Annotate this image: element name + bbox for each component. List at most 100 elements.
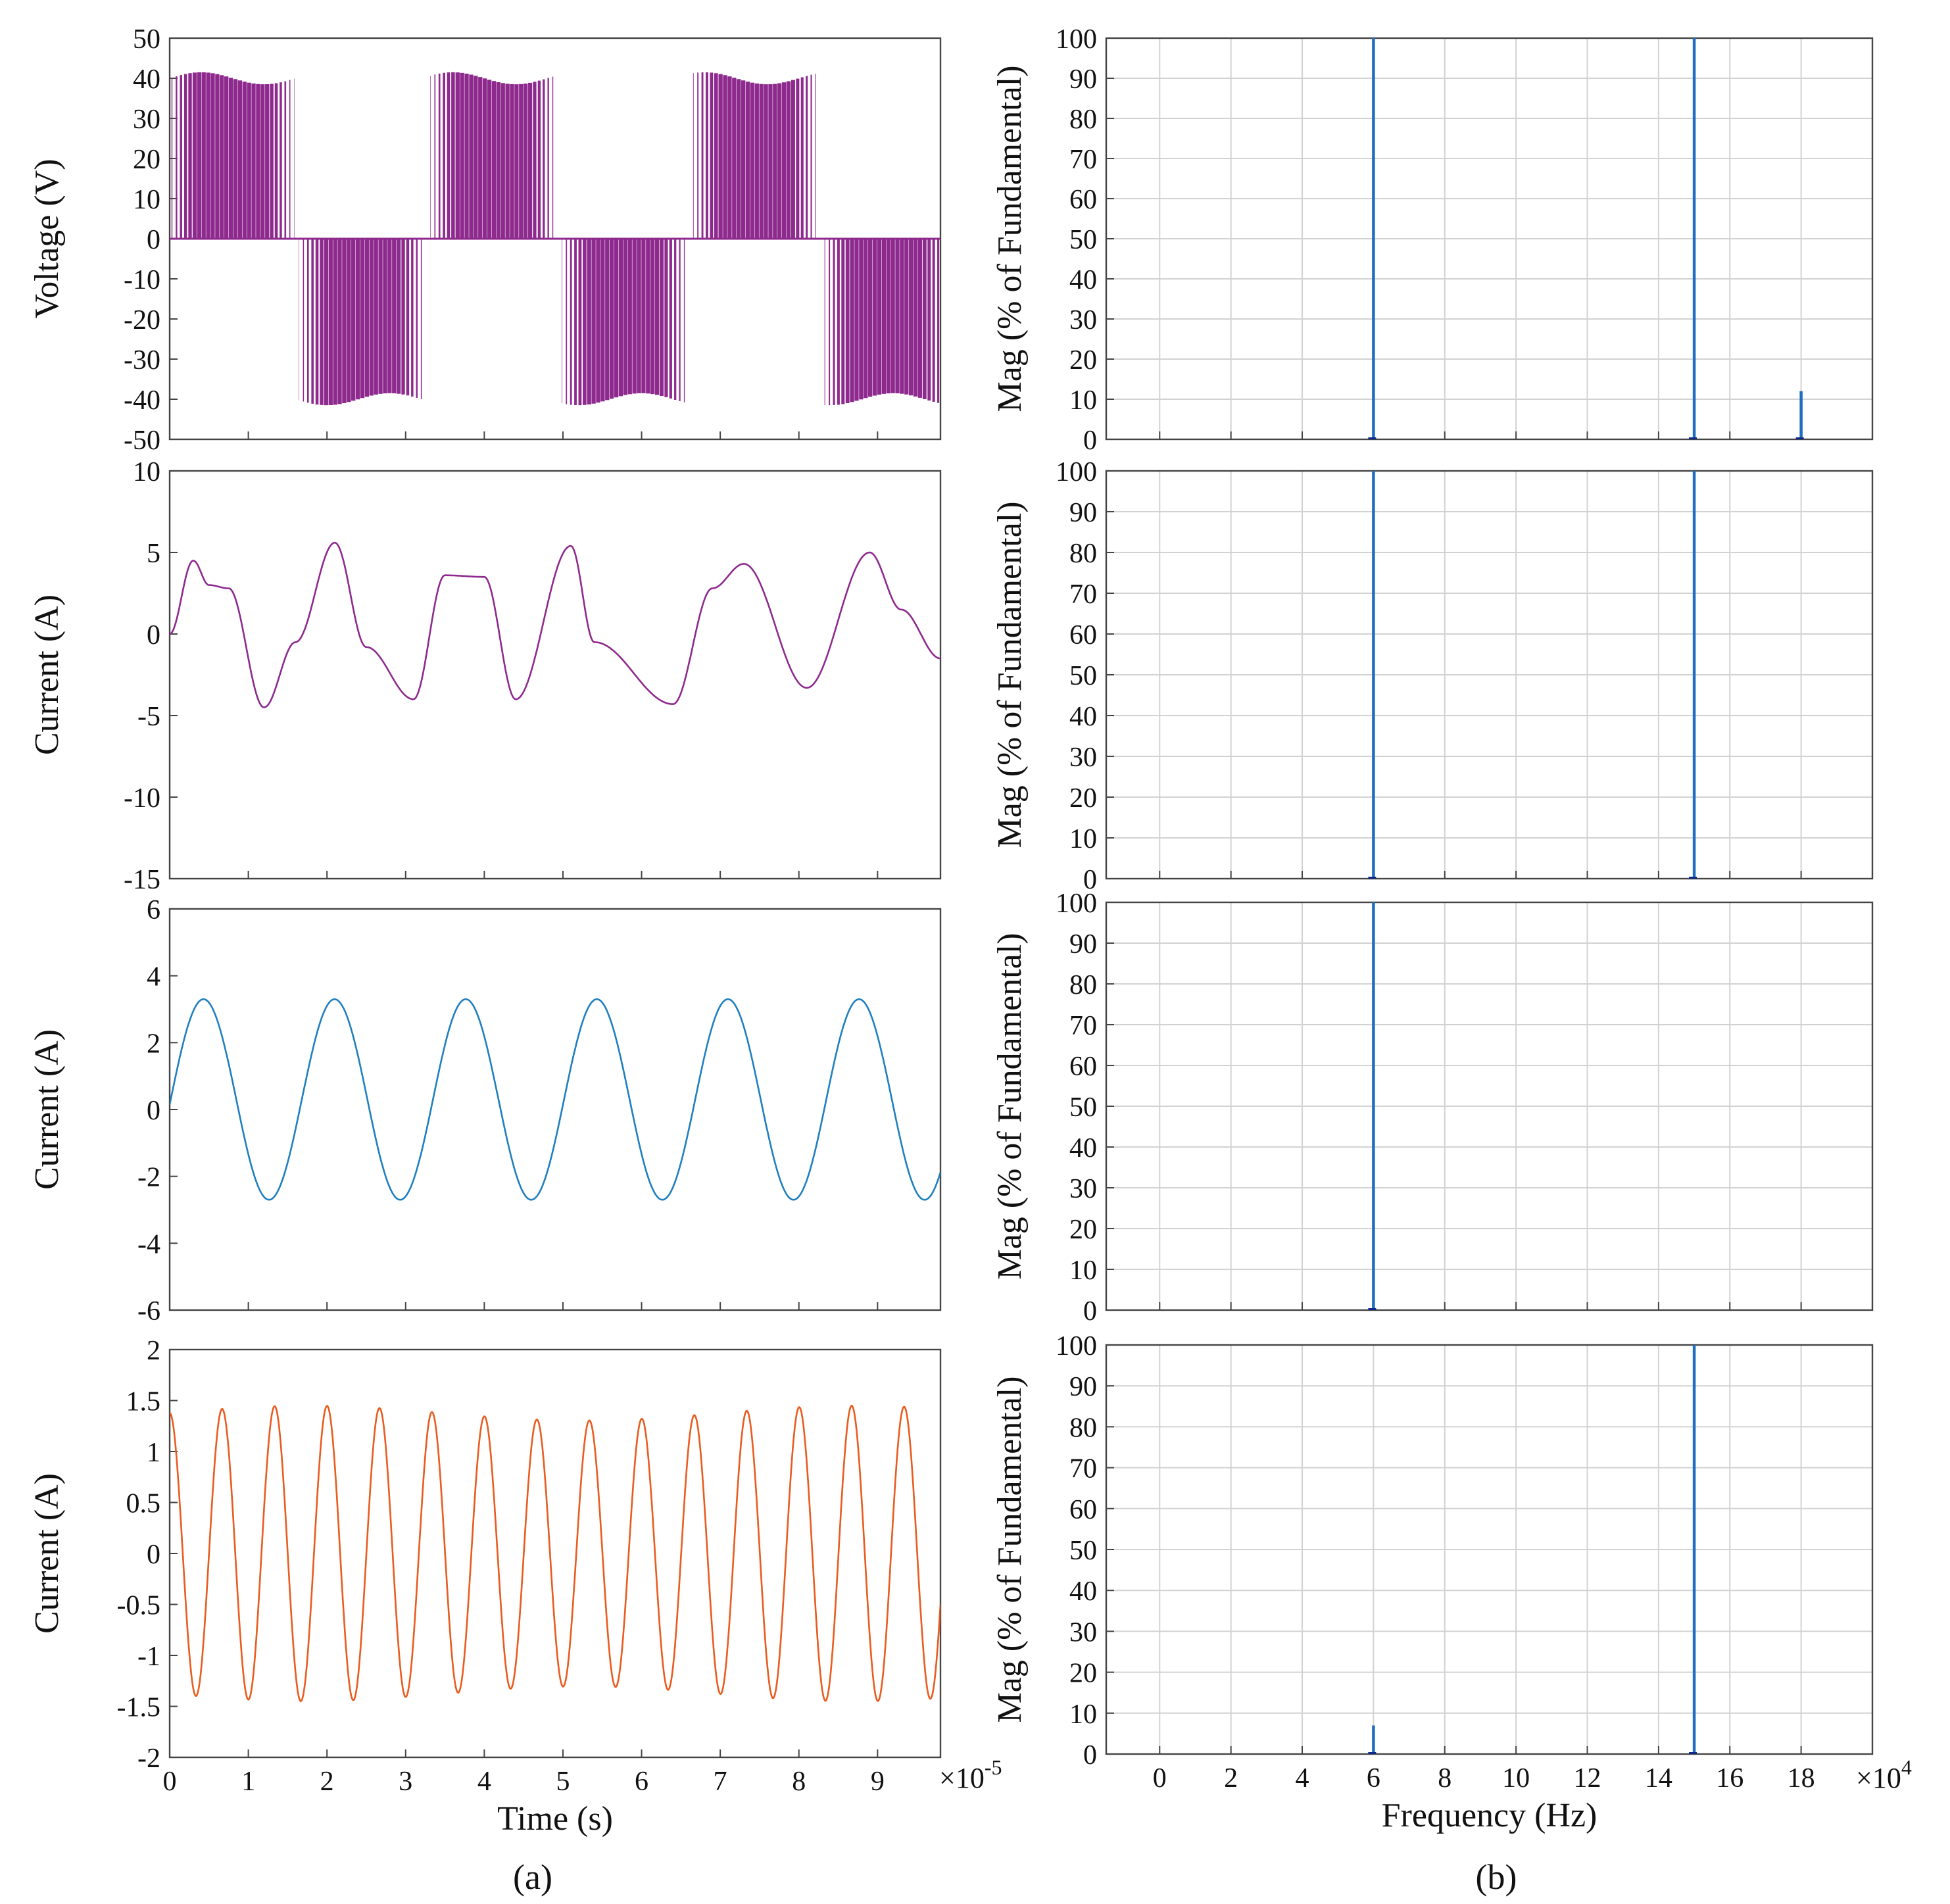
pwm-pulse-52 (406, 239, 410, 396)
ytick-label-a3-6: -6 (137, 1296, 160, 1327)
pwm-pulse-165 (917, 239, 923, 398)
pwm-pulse-79 (528, 82, 533, 239)
xtick-label-a4-1: 1 (241, 1767, 255, 1797)
pwm-pulse-101 (627, 239, 632, 395)
pwm-pulse-5 (192, 72, 197, 239)
pwm-pulse-25 (284, 81, 287, 239)
xtick-label-b4-0: 0 (1153, 1763, 1167, 1794)
pwm-pulse-48 (387, 239, 392, 393)
plot-area-b3 (1368, 902, 1377, 1310)
pwm-pulse-83 (547, 78, 549, 239)
plot-area-a4 (170, 1404, 940, 1703)
pwm-pulse-40 (351, 239, 356, 401)
xtick-label-a4-9: 9 (871, 1767, 885, 1797)
pwm-pulse-155 (872, 239, 877, 396)
ytick-label-b3-8: 20 (1069, 1215, 1097, 1245)
ylabel-a1: Voltage (V) (28, 159, 66, 318)
pwm-pulse-16 (242, 82, 247, 239)
pwm-pulse-64 (460, 72, 464, 239)
ytick-label-b4-8: 20 (1069, 1659, 1097, 1689)
pwm-pulse-11 (220, 75, 224, 239)
pwm-pulse-51 (401, 239, 405, 395)
pwm-pulse-14 (233, 79, 238, 239)
pwm-pulse-20 (260, 84, 265, 239)
pwm-pulse-3 (183, 74, 187, 239)
pwm-pulse-90 (578, 239, 582, 406)
pwm-pulse-169 (937, 239, 940, 403)
ylabel-b1: Mag (% of Fundamental) (991, 65, 1029, 412)
ytick-label-a4-6: -1 (137, 1642, 160, 1672)
pwm-pulse-44 (369, 239, 374, 396)
pwm-pulse-100 (623, 239, 628, 395)
ytick-label-b1-3: 70 (1069, 145, 1097, 175)
pwm-pulse-53 (411, 239, 414, 397)
xtick-label-b4-3: 6 (1367, 1763, 1380, 1794)
ytick-label-b3-3: 70 (1069, 1011, 1097, 1041)
pwm-pulse-46 (378, 239, 383, 394)
ytick-label-b1-0: 100 (1056, 24, 1097, 55)
pwm-pulse-4 (188, 73, 192, 239)
pwm-pulse-59 (438, 73, 441, 239)
pwm-pulse-150 (850, 239, 854, 403)
ylabel-a3: Current (A) (28, 1029, 66, 1190)
ytick-label-b2-1: 90 (1069, 498, 1097, 528)
pwm-pulse-69 (482, 78, 487, 239)
pwm-pulse-18 (251, 83, 256, 239)
pwm-pulse-9 (210, 73, 215, 239)
pwm-pulse-10 (215, 74, 220, 239)
pwm-pulse-147 (837, 239, 840, 405)
pwm-pulse-89 (574, 239, 577, 406)
xtick-label-b4-1: 2 (1224, 1763, 1238, 1794)
ytick-label-b1-1: 90 (1069, 64, 1097, 95)
plot-area-a2 (170, 541, 940, 708)
pwm-pulse-121 (718, 74, 723, 239)
pwm-pulse-34 (324, 239, 328, 406)
ytick-label-a1-5: 0 (147, 225, 160, 255)
pwm-pulse-103 (637, 239, 641, 393)
pwm-pulse-38 (342, 239, 347, 403)
ytick-label-a2-0: 10 (133, 457, 160, 487)
pwm-pulse-108 (660, 239, 664, 397)
pwm-pulse-154 (867, 239, 873, 397)
ytick-label-b2-10: 0 (1083, 865, 1097, 895)
ytick-label-a4-3: 0.5 (126, 1489, 161, 1519)
ytick-label-b1-6: 40 (1069, 265, 1097, 295)
pwm-pulse-164 (913, 239, 918, 397)
ytick-label-b2-9: 10 (1069, 824, 1097, 854)
xtick-label-b4-9: 18 (1788, 1763, 1815, 1794)
pwm-pulse-55 (420, 239, 422, 399)
pwm-pulse-113 (683, 239, 685, 403)
ylabel-b3: Mag (% of Fundamental) (991, 933, 1029, 1279)
pwm-pulse-151 (854, 239, 859, 401)
pwm-pulse-78 (524, 84, 528, 239)
ytick-label-a4-4: 0 (147, 1540, 160, 1570)
ytick-label-a4-1: 1.5 (126, 1387, 161, 1417)
ytick-label-b3-10: 0 (1083, 1296, 1097, 1327)
pwm-pulse-156 (877, 239, 882, 395)
pwm-pulse-130 (759, 84, 764, 239)
pwm-pulse-131 (764, 84, 768, 239)
ytick-label-b2-8: 20 (1069, 783, 1097, 814)
ylabel-b4: Mag (% of Fundamental) (991, 1376, 1029, 1722)
pwm-pulse-94 (596, 239, 600, 403)
pwm-pulse-43 (364, 239, 370, 397)
pwm-pulse-6 (197, 72, 201, 239)
pwm-pulse-138 (796, 78, 800, 239)
pwm-pulse-12 (224, 76, 229, 239)
series-line-a2 (170, 541, 940, 708)
ytick-label-a1-3: 20 (133, 145, 160, 175)
pwm-pulse-76 (514, 84, 519, 239)
pwm-pulse-22 (270, 84, 274, 239)
ytick-label-b3-0: 100 (1056, 889, 1097, 919)
pwm-pulse-63 (455, 72, 460, 239)
pwm-pulse-117 (701, 72, 704, 239)
pwm-pulse-23 (274, 83, 278, 239)
ytick-label-b2-7: 30 (1069, 743, 1097, 773)
pwm-pulse-54 (416, 239, 418, 398)
pwm-pulse-119 (710, 72, 714, 239)
ytick-label-a2-5: -15 (124, 865, 160, 895)
ytick-label-a1-1: 40 (133, 64, 160, 95)
